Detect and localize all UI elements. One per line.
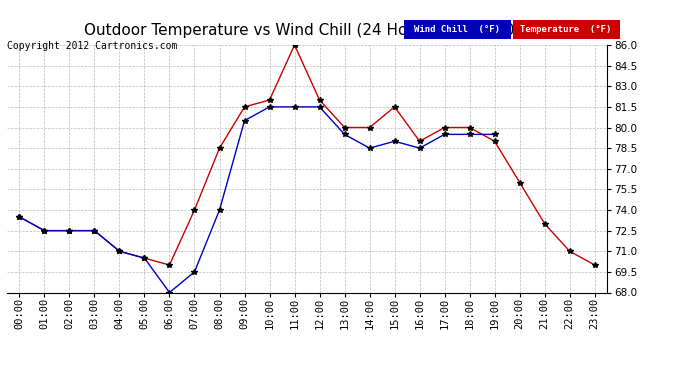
Text: Temperature  (°F): Temperature (°F)	[520, 25, 612, 34]
Text: Wind Chill  (°F): Wind Chill (°F)	[414, 25, 500, 34]
Text: Copyright 2012 Cartronics.com: Copyright 2012 Cartronics.com	[7, 41, 177, 51]
Text: Outdoor Temperature vs Wind Chill (24 Hours)  20120709: Outdoor Temperature vs Wind Chill (24 Ho…	[83, 22, 524, 38]
